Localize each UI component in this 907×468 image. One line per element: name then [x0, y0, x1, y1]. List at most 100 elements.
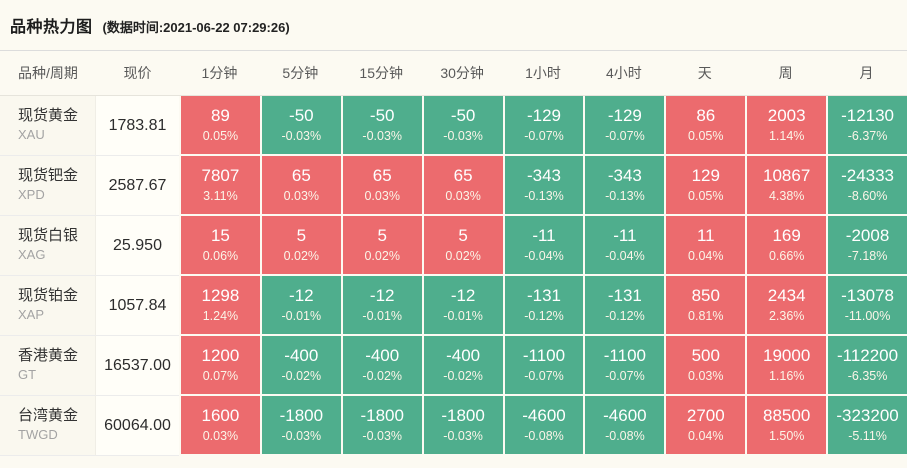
heatmap-cell[interactable]: -1800 -0.03% — [259, 396, 341, 456]
change-value: 1600 — [201, 405, 240, 425]
column-header-10: 月 — [826, 51, 907, 96]
instrument-cell[interactable]: 现货钯金 XPD — [0, 156, 96, 216]
heatmap-cell[interactable]: 1600 0.03% — [179, 396, 260, 456]
price-cell: 16537.00 — [96, 336, 179, 396]
instrument-cell[interactable]: 现货白银 XAG — [0, 216, 96, 276]
change-percent: 0.05% — [202, 129, 239, 144]
heatmap-cell[interactable]: -2008 -7.18% — [826, 216, 907, 276]
heatmap-cell[interactable]: 1298 1.24% — [179, 276, 260, 336]
heatmap-cell[interactable]: 5 0.02% — [259, 216, 341, 276]
heatmap-cell[interactable]: 5 0.02% — [340, 216, 422, 276]
heatmap-cell[interactable]: -12 -0.01% — [259, 276, 341, 336]
instrument-cell[interactable]: 台湾黄金 TWGD — [0, 396, 96, 456]
change-value: -11 — [613, 225, 637, 245]
heatmap-cell[interactable]: -343 -0.13% — [583, 156, 665, 216]
change-value: -50 — [450, 105, 476, 125]
change-percent: -0.02% — [281, 369, 322, 384]
heatmap-cell[interactable]: -1100 -0.07% — [583, 336, 665, 396]
change-percent: 0.04% — [688, 249, 724, 264]
heatmap-cell[interactable]: -400 -0.02% — [421, 336, 503, 396]
instrument-cell[interactable]: 现货黄金 XAU — [0, 96, 96, 156]
data-timestamp: (数据时间:2021-06-22 07:29:26) — [102, 19, 290, 35]
change-value: -400 — [365, 345, 400, 365]
heatmap-cell[interactable]: 15 0.06% — [179, 216, 260, 276]
change-value: 5 — [296, 225, 307, 245]
change-value: 11 — [696, 225, 715, 245]
heatmap-cell[interactable]: -1100 -0.07% — [502, 336, 584, 396]
heatmap-cell[interactable]: 5 0.02% — [421, 216, 503, 276]
heatmap-cell[interactable]: -50 -0.03% — [421, 96, 503, 156]
heatmap-cell[interactable]: -129 -0.07% — [502, 96, 584, 156]
heatmap-cell[interactable]: 65 0.03% — [340, 156, 422, 216]
change-percent: 1.16% — [768, 369, 805, 384]
change-percent: -5.11% — [848, 429, 887, 444]
change-value: 88500 — [763, 405, 811, 425]
heatmap-cell[interactable]: 11 0.04% — [664, 216, 746, 276]
heatmap-cell[interactable]: -24333 -8.60% — [826, 156, 907, 216]
heatmap-cell[interactable]: -11 -0.04% — [502, 216, 584, 276]
heatmap-cell[interactable]: -131 -0.12% — [502, 276, 584, 336]
heatmap-cell[interactable]: 500 0.03% — [664, 336, 746, 396]
change-percent: 0.06% — [202, 249, 239, 264]
column-header-6: 1小时 — [502, 51, 584, 96]
heatmap-cell[interactable]: -400 -0.02% — [340, 336, 422, 396]
heatmap-cell[interactable]: 850 0.81% — [664, 276, 746, 336]
heatmap-cell[interactable]: -50 -0.03% — [259, 96, 341, 156]
change-percent: 0.05% — [688, 189, 724, 204]
heatmap-cell[interactable]: 10867 4.38% — [745, 156, 827, 216]
heatmap-cell[interactable]: -129 -0.07% — [583, 96, 665, 156]
change-value: -13078 — [841, 285, 895, 305]
heatmap-cell[interactable]: -50 -0.03% — [340, 96, 422, 156]
heatmap-cell[interactable]: 86 0.05% — [664, 96, 746, 156]
change-percent: 0.07% — [202, 369, 239, 384]
heatmap-cell[interactable]: 7807 3.11% — [179, 156, 260, 216]
change-percent: -0.04% — [524, 249, 564, 264]
heatmap-cell[interactable]: 2700 0.04% — [664, 396, 746, 456]
change-value: -129 — [526, 105, 561, 125]
heatmap-cell[interactable]: -343 -0.13% — [502, 156, 584, 216]
heatmap-cell[interactable]: 65 0.03% — [259, 156, 341, 216]
change-percent: 0.04% — [688, 429, 724, 444]
change-value: -12 — [450, 285, 476, 305]
heatmap-cell[interactable]: -13078 -11.00% — [826, 276, 907, 336]
change-percent: -0.07% — [605, 129, 645, 144]
heatmap-cell[interactable]: -4600 -0.08% — [583, 396, 665, 456]
heatmap-cell[interactable]: -12 -0.01% — [340, 276, 422, 336]
heatmap-cell[interactable]: 2003 1.14% — [745, 96, 827, 156]
heatmap-table: 品种/周期 现价 1分钟 5分钟 15分钟 30分钟 1小时 4小时天周月现货黄金 XAU 178… — [0, 51, 907, 456]
change-percent: 1.50% — [768, 429, 805, 444]
heatmap-cell[interactable]: -131 -0.12% — [583, 276, 665, 336]
heatmap-cell[interactable]: -12130 -6.37% — [826, 96, 907, 156]
heatmap-cell[interactable]: 89 0.05% — [179, 96, 260, 156]
heatmap-cell[interactable]: 1200 0.07% — [179, 336, 260, 396]
column-header-0: 品种/周期 — [0, 51, 96, 96]
heatmap-cell[interactable]: -4600 -0.08% — [502, 396, 584, 456]
heatmap-cell[interactable]: -1800 -0.03% — [340, 396, 422, 456]
change-value: -400 — [284, 345, 319, 365]
heatmap-cell[interactable]: -400 -0.02% — [259, 336, 341, 396]
column-header-3: 5分钟 — [259, 51, 341, 96]
heatmap-cell[interactable]: -11 -0.04% — [583, 216, 665, 276]
heatmap-cell[interactable]: -12 -0.01% — [421, 276, 503, 336]
heatmap-cell[interactable]: -323200 -5.11% — [826, 396, 907, 456]
footer-space — [0, 456, 907, 468]
instrument-cell[interactable]: 香港黄金 GT — [0, 336, 96, 396]
instrument-name: 现货白银 — [18, 227, 79, 245]
change-value: 5 — [458, 225, 468, 245]
instrument-code: GT — [18, 366, 37, 382]
instrument-cell[interactable]: 现货铂金 XAP — [0, 276, 96, 336]
heatmap-cell[interactable]: 2434 2.36% — [745, 276, 827, 336]
heatmap-cell[interactable]: 169 0.66% — [745, 216, 827, 276]
heatmap-cell[interactable]: -112200 -6.35% — [826, 336, 907, 396]
heatmap-cell[interactable]: 129 0.05% — [664, 156, 746, 216]
change-percent: 0.03% — [202, 429, 239, 444]
change-value: 7807 — [201, 165, 240, 185]
change-value: -1100 — [522, 345, 566, 365]
change-value: 129 — [691, 165, 720, 185]
heatmap-cell[interactable]: -1800 -0.03% — [421, 396, 503, 456]
heatmap-cell[interactable]: 88500 1.50% — [745, 396, 827, 456]
change-percent: -0.02% — [362, 369, 403, 384]
heatmap-cell[interactable]: 19000 1.16% — [745, 336, 827, 396]
heatmap-cell[interactable]: 65 0.03% — [421, 156, 503, 216]
price-cell: 1783.81 — [96, 96, 179, 156]
